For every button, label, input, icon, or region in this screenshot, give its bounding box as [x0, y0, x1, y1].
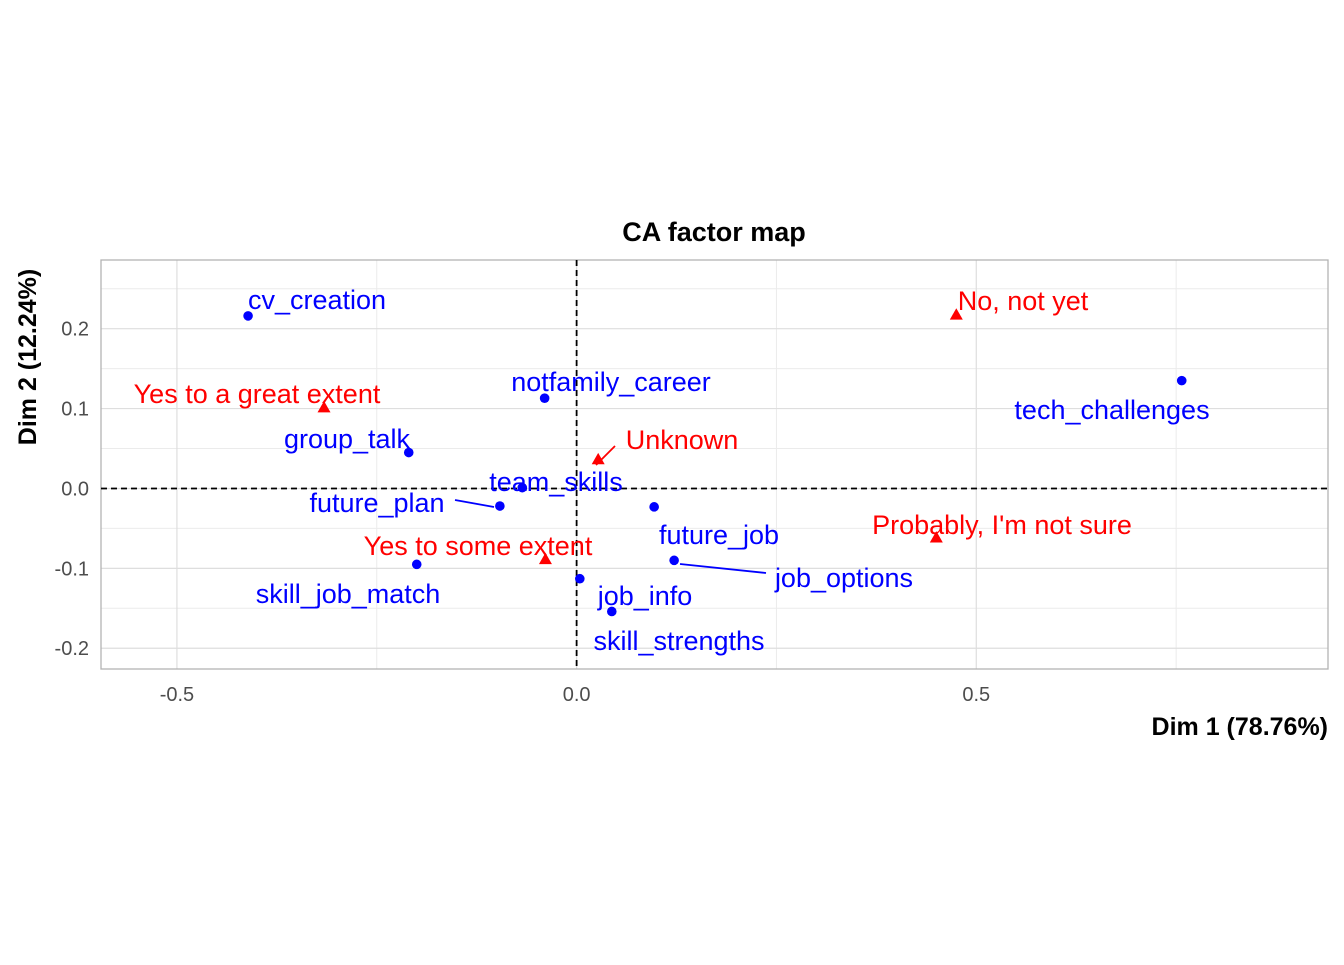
point-job-options: [669, 556, 679, 566]
label-yes-to-a-great-extent: Yes to a great extent: [134, 379, 381, 409]
label-tech-challenges: tech_challenges: [1014, 395, 1209, 425]
y-tick-label: -0.1: [55, 558, 89, 580]
y-tick-label: 0.0: [61, 478, 89, 500]
y-tick-label: -0.2: [55, 638, 89, 660]
point-future-job: [649, 502, 659, 512]
x-axis-title: Dim 1 (78.76%): [1152, 713, 1328, 741]
label-job-info: job_info: [597, 581, 693, 611]
label-skill-strengths: skill_strengths: [593, 626, 764, 656]
label-probably-i-m-not-sure: Probably, I'm not sure: [872, 510, 1132, 540]
point-tech-challenges: [1177, 376, 1187, 386]
label-job-options: job_options: [774, 563, 913, 593]
point-skill-strengths: [607, 607, 617, 617]
label-skill-job-match: skill_job_match: [256, 579, 441, 609]
x-tick-label: 0.5: [962, 684, 990, 706]
label-group-talk: group_talk: [284, 424, 411, 454]
label-team-skills: team_skills: [489, 467, 623, 497]
y-axis-title: Dim 2 (12.24%): [14, 269, 42, 445]
x-tick-label: 0.0: [563, 684, 591, 706]
y-tick-label: 0.1: [61, 399, 89, 421]
chart-title: CA factor map: [622, 217, 806, 247]
point-job-info: [575, 574, 585, 584]
label-future-job: future_job: [659, 520, 779, 550]
label-future-plan: future_plan: [309, 488, 444, 518]
label-cv-creation: cv_creation: [248, 285, 386, 315]
label-notfamily-career: notfamily_career: [511, 367, 711, 397]
x-tick-label: -0.5: [160, 684, 194, 706]
y-tick-label: 0.2: [61, 319, 89, 341]
plot-area: -0.5 0.0 0.5 -0.2 -0.1 0.0 0.1 0.2 cv_creationno…: [55, 260, 1328, 706]
label-no-not-yet: No, not yet: [958, 286, 1089, 316]
label-yes-to-some-extent: Yes to some extent: [364, 531, 593, 561]
point-future-plan: [495, 501, 505, 511]
label-unknown: Unknown: [626, 425, 739, 455]
